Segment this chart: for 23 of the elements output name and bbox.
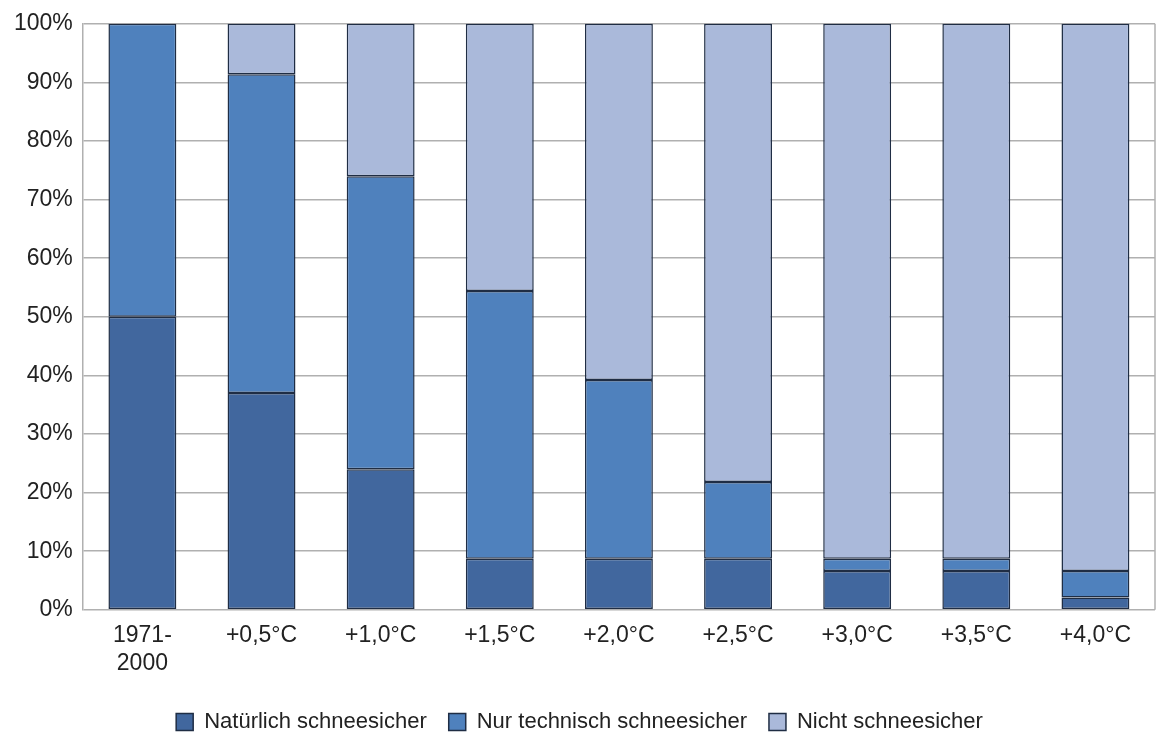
x-tick-label: +2,0°C: [583, 620, 655, 647]
legend-label: Nicht schneesicher: [796, 708, 983, 734]
legend-label: Nur technisch schneesicher: [476, 708, 747, 734]
y-tick-label: 30%: [26, 419, 73, 446]
y-tick-label: 100%: [14, 9, 73, 36]
y-tick-label: 50%: [26, 302, 73, 329]
x-tick-label: +3,5°C: [940, 620, 1012, 647]
legend-label: Natürlich schneesicher: [204, 708, 427, 734]
y-tick-label: 70%: [26, 184, 73, 211]
x-tick-label: +4,0°C: [1059, 620, 1132, 647]
x-tick-label: +1,5°C: [464, 620, 536, 647]
y-tick-label: 0%: [39, 595, 73, 622]
y-tick-label: 20%: [26, 477, 73, 504]
x-tick-label: +0,5°C: [225, 620, 298, 647]
y-tick-label: 40%: [26, 360, 73, 387]
y-tick-label: 60%: [26, 243, 73, 270]
x-tick-label: +2,5°C: [702, 620, 774, 647]
x-tick-label: +1,0°C: [345, 620, 417, 647]
y-tick-label: 90%: [26, 67, 73, 94]
y-tick-label: 80%: [26, 126, 73, 153]
y-tick-label: 10%: [26, 536, 73, 563]
x-tick-label: +3,0°C: [821, 620, 893, 647]
x-tick-label: 1971- 2000: [112, 620, 172, 675]
